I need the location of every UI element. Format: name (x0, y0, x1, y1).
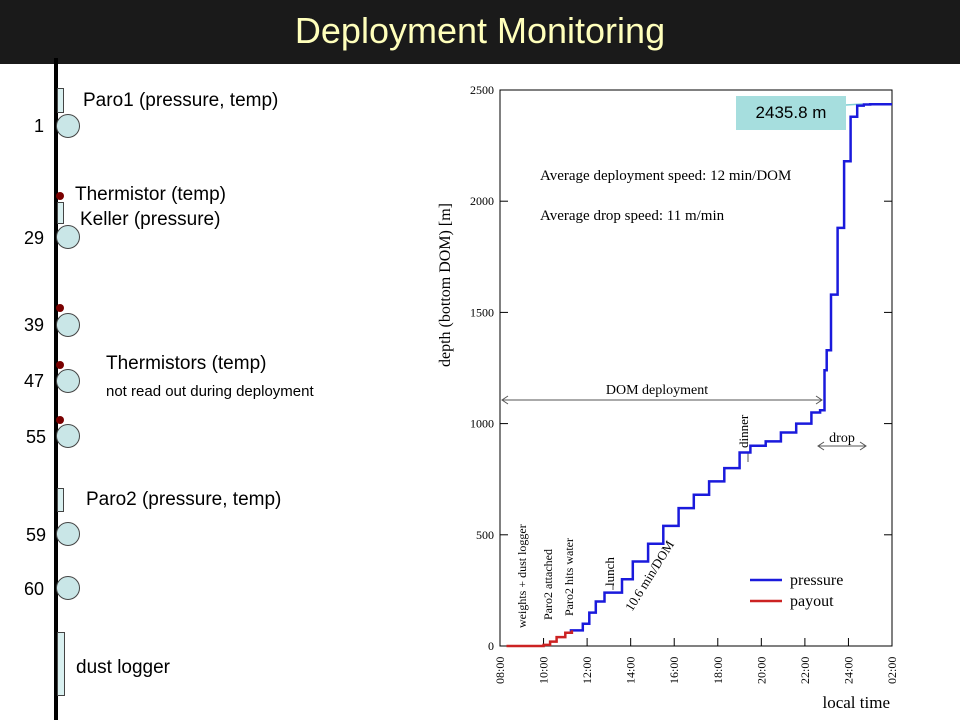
x-tick-label: 12:00 (580, 657, 594, 684)
paro1-sensor (57, 88, 64, 113)
y-axis-label: depth (bottom DOM) [m] (437, 203, 454, 367)
annotation-rate: 10.6 min/DOM (622, 537, 677, 613)
page-title: Deployment Monitoring (294, 10, 666, 51)
dom-circle (56, 424, 80, 448)
y-tick-label: 1000 (470, 417, 494, 431)
paro2-sensor (57, 488, 64, 512)
dom-circle (56, 114, 80, 138)
annotation-dom-deployment: DOM deployment (606, 383, 708, 398)
plot-frame (499, 89, 893, 647)
annotation-dinner: dinner (736, 414, 751, 448)
thermistors-label: Thermistors (temp) (106, 353, 267, 374)
annotation-paro2-attached: Paro2 attached (541, 549, 555, 620)
dom-number: 55 (25, 427, 46, 447)
y-tick-label: 0 (488, 639, 494, 653)
dom-circle (56, 576, 80, 600)
y-tick-label: 1500 (470, 305, 494, 319)
dom-number: 1 (33, 116, 44, 136)
x-tick-label: 18:00 (711, 657, 725, 684)
dust-logger-sensor (57, 632, 65, 696)
y-tick-label: 2500 (470, 83, 494, 97)
dom-number: 59 (25, 525, 46, 545)
x-axis-label: local time (822, 693, 890, 712)
annotation-drop: drop (829, 431, 855, 446)
series-line-payout (506, 630, 574, 648)
paro1-label: Paro1 (pressure, temp) (83, 90, 279, 111)
dom-number: 29 (23, 228, 44, 248)
dom-circle (56, 225, 80, 249)
x-tick-label: 10:00 (537, 657, 551, 684)
annotation-drop-speed: Average drop speed: 11 m/min (540, 208, 725, 224)
annotation-lunch: lunch (602, 557, 617, 586)
x-tick-label: 16:00 (667, 657, 681, 684)
final-depth-value: 2435.8 m (755, 103, 827, 122)
x-tick-label: 14:00 (624, 657, 638, 684)
annotation-deploy-speed: Average deployment speed: 12 min/DOM (540, 168, 791, 184)
dust-logger-label: dust logger (76, 657, 171, 678)
dom-number: 47 (23, 371, 44, 391)
keller-sensor (57, 202, 64, 224)
not-read-label: not read out during deployment (106, 383, 314, 400)
dom-number: 39 (23, 315, 44, 335)
arrow-head (859, 441, 867, 451)
legend-payout: payout (790, 593, 834, 610)
arrow-head (815, 395, 823, 405)
series-line-pressure (569, 102, 892, 632)
arrow-head (501, 395, 509, 405)
thermistor-dot (56, 361, 64, 369)
title-bar (0, 0, 960, 64)
dom-circle (56, 522, 80, 546)
depth-pointer (845, 103, 863, 106)
x-tick-label: 24:00 (841, 657, 855, 684)
legend-pressure: pressure (790, 572, 843, 589)
x-tick-label: 20:00 (754, 657, 768, 684)
x-tick-label: 22:00 (798, 657, 812, 684)
thermistor-dot (56, 304, 64, 312)
annotation-weights: weights + dust logger (515, 524, 529, 628)
y-tick-label: 2000 (470, 194, 494, 208)
keller-label: Keller (pressure) (80, 209, 221, 230)
x-tick-label: 02:00 (885, 657, 899, 684)
y-tick-label: 500 (476, 528, 494, 542)
arrow-head (817, 441, 825, 451)
final-depth-badge (736, 96, 846, 130)
x-tick-label: 08:00 (493, 657, 507, 684)
thermistor-dot (56, 192, 64, 200)
dom-circle (56, 369, 80, 393)
paro2-label: Paro2 (pressure, temp) (86, 489, 282, 510)
dom-circle (56, 313, 80, 337)
cable (54, 58, 58, 720)
thermistor-label: Thermistor (temp) (75, 184, 226, 205)
annotation-paro2-water: Paro2 hits water (562, 538, 576, 616)
thermistor-dot (56, 416, 64, 424)
dom-number: 60 (23, 579, 44, 599)
